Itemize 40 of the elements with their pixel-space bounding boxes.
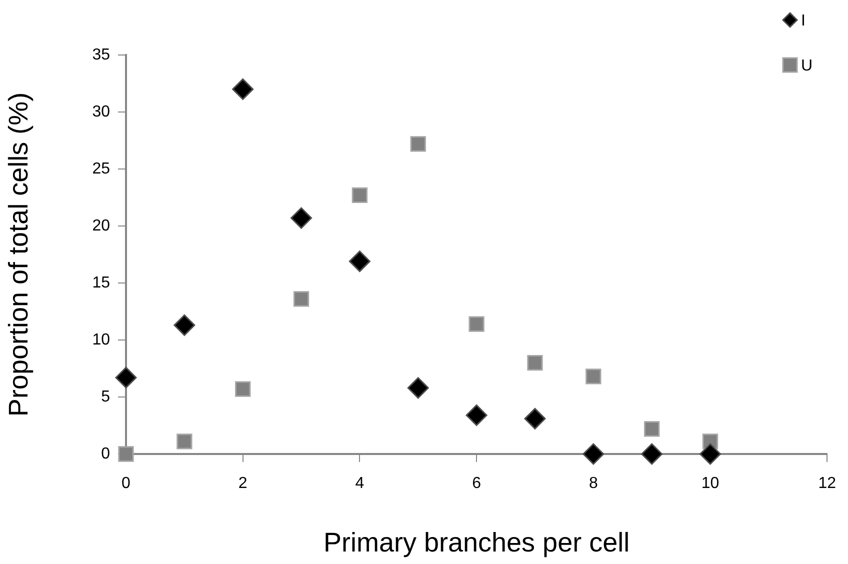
x-tick-label: 6 bbox=[472, 475, 482, 492]
x-tick-label: 4 bbox=[355, 475, 364, 492]
point bbox=[582, 443, 604, 465]
point bbox=[232, 78, 254, 100]
point bbox=[468, 316, 484, 332]
x-tick-label: 8 bbox=[588, 475, 598, 492]
point bbox=[700, 443, 721, 465]
x-tick-label: 0 bbox=[122, 475, 131, 492]
legend-label: I bbox=[801, 12, 806, 30]
y-axis-title: Proportion of total cells (%) bbox=[4, 92, 34, 417]
y-tick-label: 0 bbox=[101, 445, 110, 462]
y-tick-label: 35 bbox=[92, 46, 110, 64]
y-tick-label: 25 bbox=[92, 160, 110, 178]
point bbox=[641, 443, 663, 465]
point bbox=[644, 421, 660, 437]
point bbox=[176, 434, 192, 450]
y-tick-label: 20 bbox=[92, 217, 110, 234]
point bbox=[235, 381, 251, 397]
point bbox=[586, 368, 602, 384]
x-tick-label: 10 bbox=[701, 475, 720, 492]
x-tick-label: 2 bbox=[238, 475, 248, 492]
y-tick-label: 15 bbox=[92, 274, 110, 292]
point bbox=[115, 366, 137, 388]
point bbox=[293, 291, 310, 307]
y-tick-label: 5 bbox=[101, 388, 110, 406]
point bbox=[352, 187, 368, 204]
point bbox=[524, 408, 546, 430]
x-axis-title: Primary branches per cell bbox=[323, 527, 630, 558]
y-tick-label: 30 bbox=[92, 103, 110, 120]
point bbox=[527, 354, 543, 371]
y-tick-label: 10 bbox=[92, 331, 110, 348]
point bbox=[290, 207, 312, 229]
point bbox=[410, 136, 426, 152]
point bbox=[348, 250, 370, 272]
legend-label: U bbox=[801, 57, 813, 74]
point bbox=[174, 314, 196, 336]
point bbox=[118, 446, 134, 462]
point bbox=[407, 377, 429, 399]
x-tick-label: 12 bbox=[818, 475, 836, 492]
point bbox=[466, 404, 488, 426]
